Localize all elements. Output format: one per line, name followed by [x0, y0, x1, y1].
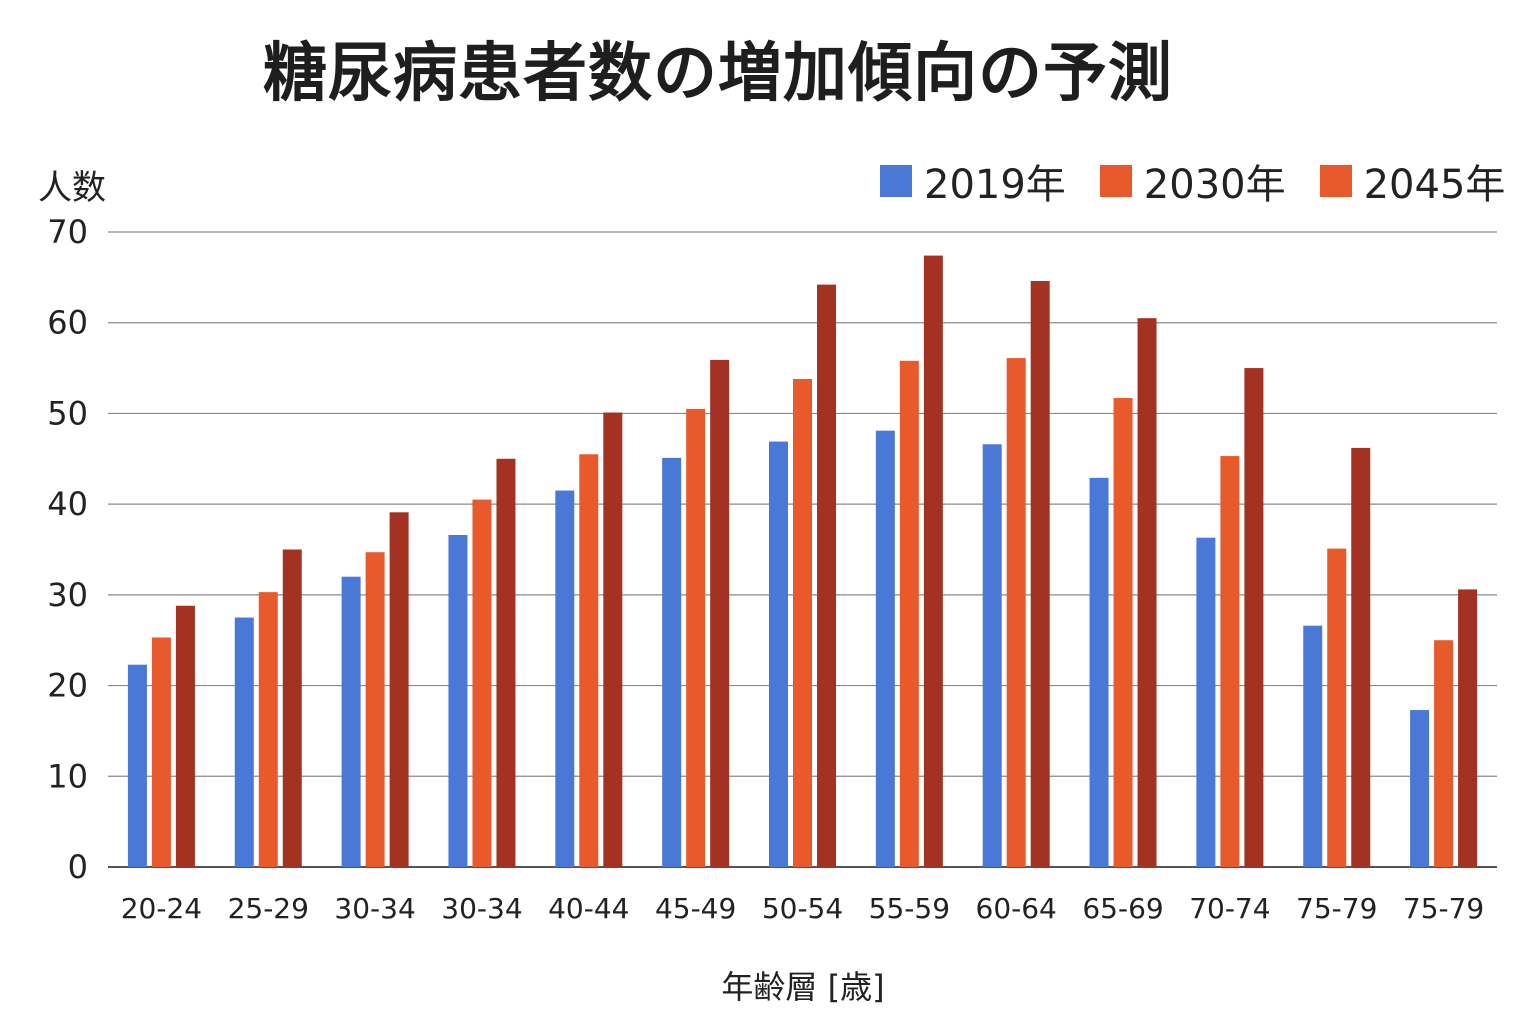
bar-2019年-5: [662, 457, 682, 867]
bar-2045年-2: [389, 512, 409, 867]
bar-2045年-9: [1137, 318, 1157, 867]
bar-2045年-12: [1458, 589, 1478, 867]
bar-2019年-4: [555, 490, 575, 867]
bar-2045年-5: [710, 359, 730, 867]
bar-2019年-11: [1303, 625, 1323, 867]
x-tick-label: 60-64: [976, 892, 1057, 925]
bar-2045年-4: [603, 412, 623, 867]
bar-2045年-6: [817, 284, 836, 868]
bar-2045年-1: [282, 549, 302, 867]
x-tick-label: 30-34: [334, 892, 415, 925]
bar-2019年-6: [769, 441, 788, 867]
y-tick-label: 0: [68, 848, 88, 886]
y-tick-label: 60: [47, 304, 88, 342]
x-tick-label: 50-54: [762, 892, 843, 925]
bar-2030年-7: [899, 360, 919, 867]
legend-item-2030: 2030年: [1099, 152, 1286, 210]
x-tick-label: 55-59: [869, 892, 950, 925]
y-tick-label: 30: [47, 576, 88, 614]
bar-2019年-0: [127, 664, 147, 867]
bar-2019年-7: [875, 430, 895, 867]
y-tick-label: 10: [47, 757, 88, 795]
bar-2030年-11: [1327, 548, 1347, 867]
legend: 2019年 2030年 2045年: [880, 152, 1505, 210]
bar-2019年-10: [1196, 537, 1216, 867]
x-tick-label: 25-29: [228, 892, 309, 925]
legend-label-2030: 2030年: [1143, 162, 1286, 208]
bar-2030年-3: [472, 499, 492, 867]
bar-2030年-4: [579, 454, 599, 867]
x-tick-label: 75-79: [1296, 892, 1377, 925]
x-tick-label: 30-34: [441, 892, 522, 925]
legend-swatch-2019: [880, 165, 912, 197]
bar-2030年-0: [151, 637, 171, 867]
bar-2045年-11: [1351, 447, 1371, 867]
bar-2045年-0: [175, 605, 195, 867]
bar-2045年-10: [1244, 368, 1264, 867]
x-tick-label: 70-74: [1189, 892, 1270, 925]
x-tick-label: 45-49: [655, 892, 736, 925]
y-tick-label: 40: [47, 485, 88, 523]
bar-2030年-8: [1006, 358, 1026, 867]
bar-2030年-1: [258, 592, 278, 867]
bar-2019年-12: [1410, 710, 1430, 867]
bar-2030年-2: [365, 552, 385, 867]
x-tick-label: 75-79: [1403, 892, 1484, 925]
y-tick-label: 70: [47, 213, 88, 251]
x-axis-label: 年齢層 [歳]: [721, 968, 885, 1006]
chart-title: 糖尿病患者数の増加傾向の予測: [263, 37, 1173, 111]
legend-label-2045: 2045年: [1363, 162, 1506, 208]
bar-2045年-3: [496, 458, 516, 867]
bar-2019年-1: [234, 617, 254, 867]
bar-2045年-7: [923, 255, 943, 868]
bar-2030年-5: [686, 408, 706, 867]
legend-item-2019: 2019年: [880, 152, 1066, 210]
legend-swatch-2030: [1099, 165, 1132, 197]
bar-2019年-2: [341, 576, 361, 867]
legend-swatch-2045: [1319, 165, 1352, 197]
y-axis-label: 人数: [38, 168, 106, 208]
legend-item-2045: 2045年: [1319, 152, 1506, 210]
x-tick-label: 65-69: [1082, 892, 1163, 925]
bar-2045年-8: [1030, 280, 1050, 867]
y-tick-label: 50: [47, 394, 88, 432]
bar-2019年-3: [448, 534, 468, 867]
bar-2030年-12: [1434, 640, 1454, 867]
bar-2030年-10: [1220, 456, 1240, 867]
bar-2030年-6: [793, 378, 812, 867]
axes: 0 10 20 30 40 50 60 70 20-24 25-29 30-34 30-34 40-44…: [47, 213, 1484, 925]
x-tick-label: 20-24: [121, 892, 202, 925]
y-tick-label: 20: [47, 667, 88, 705]
bar-2030年-9: [1113, 398, 1133, 867]
legend-label-2019: 2019年: [924, 162, 1066, 208]
bar-2019年-8: [982, 444, 1002, 867]
bars: [127, 255, 1478, 868]
x-tick-label: 40-44: [548, 892, 629, 925]
bar-2019年-9: [1089, 477, 1109, 867]
